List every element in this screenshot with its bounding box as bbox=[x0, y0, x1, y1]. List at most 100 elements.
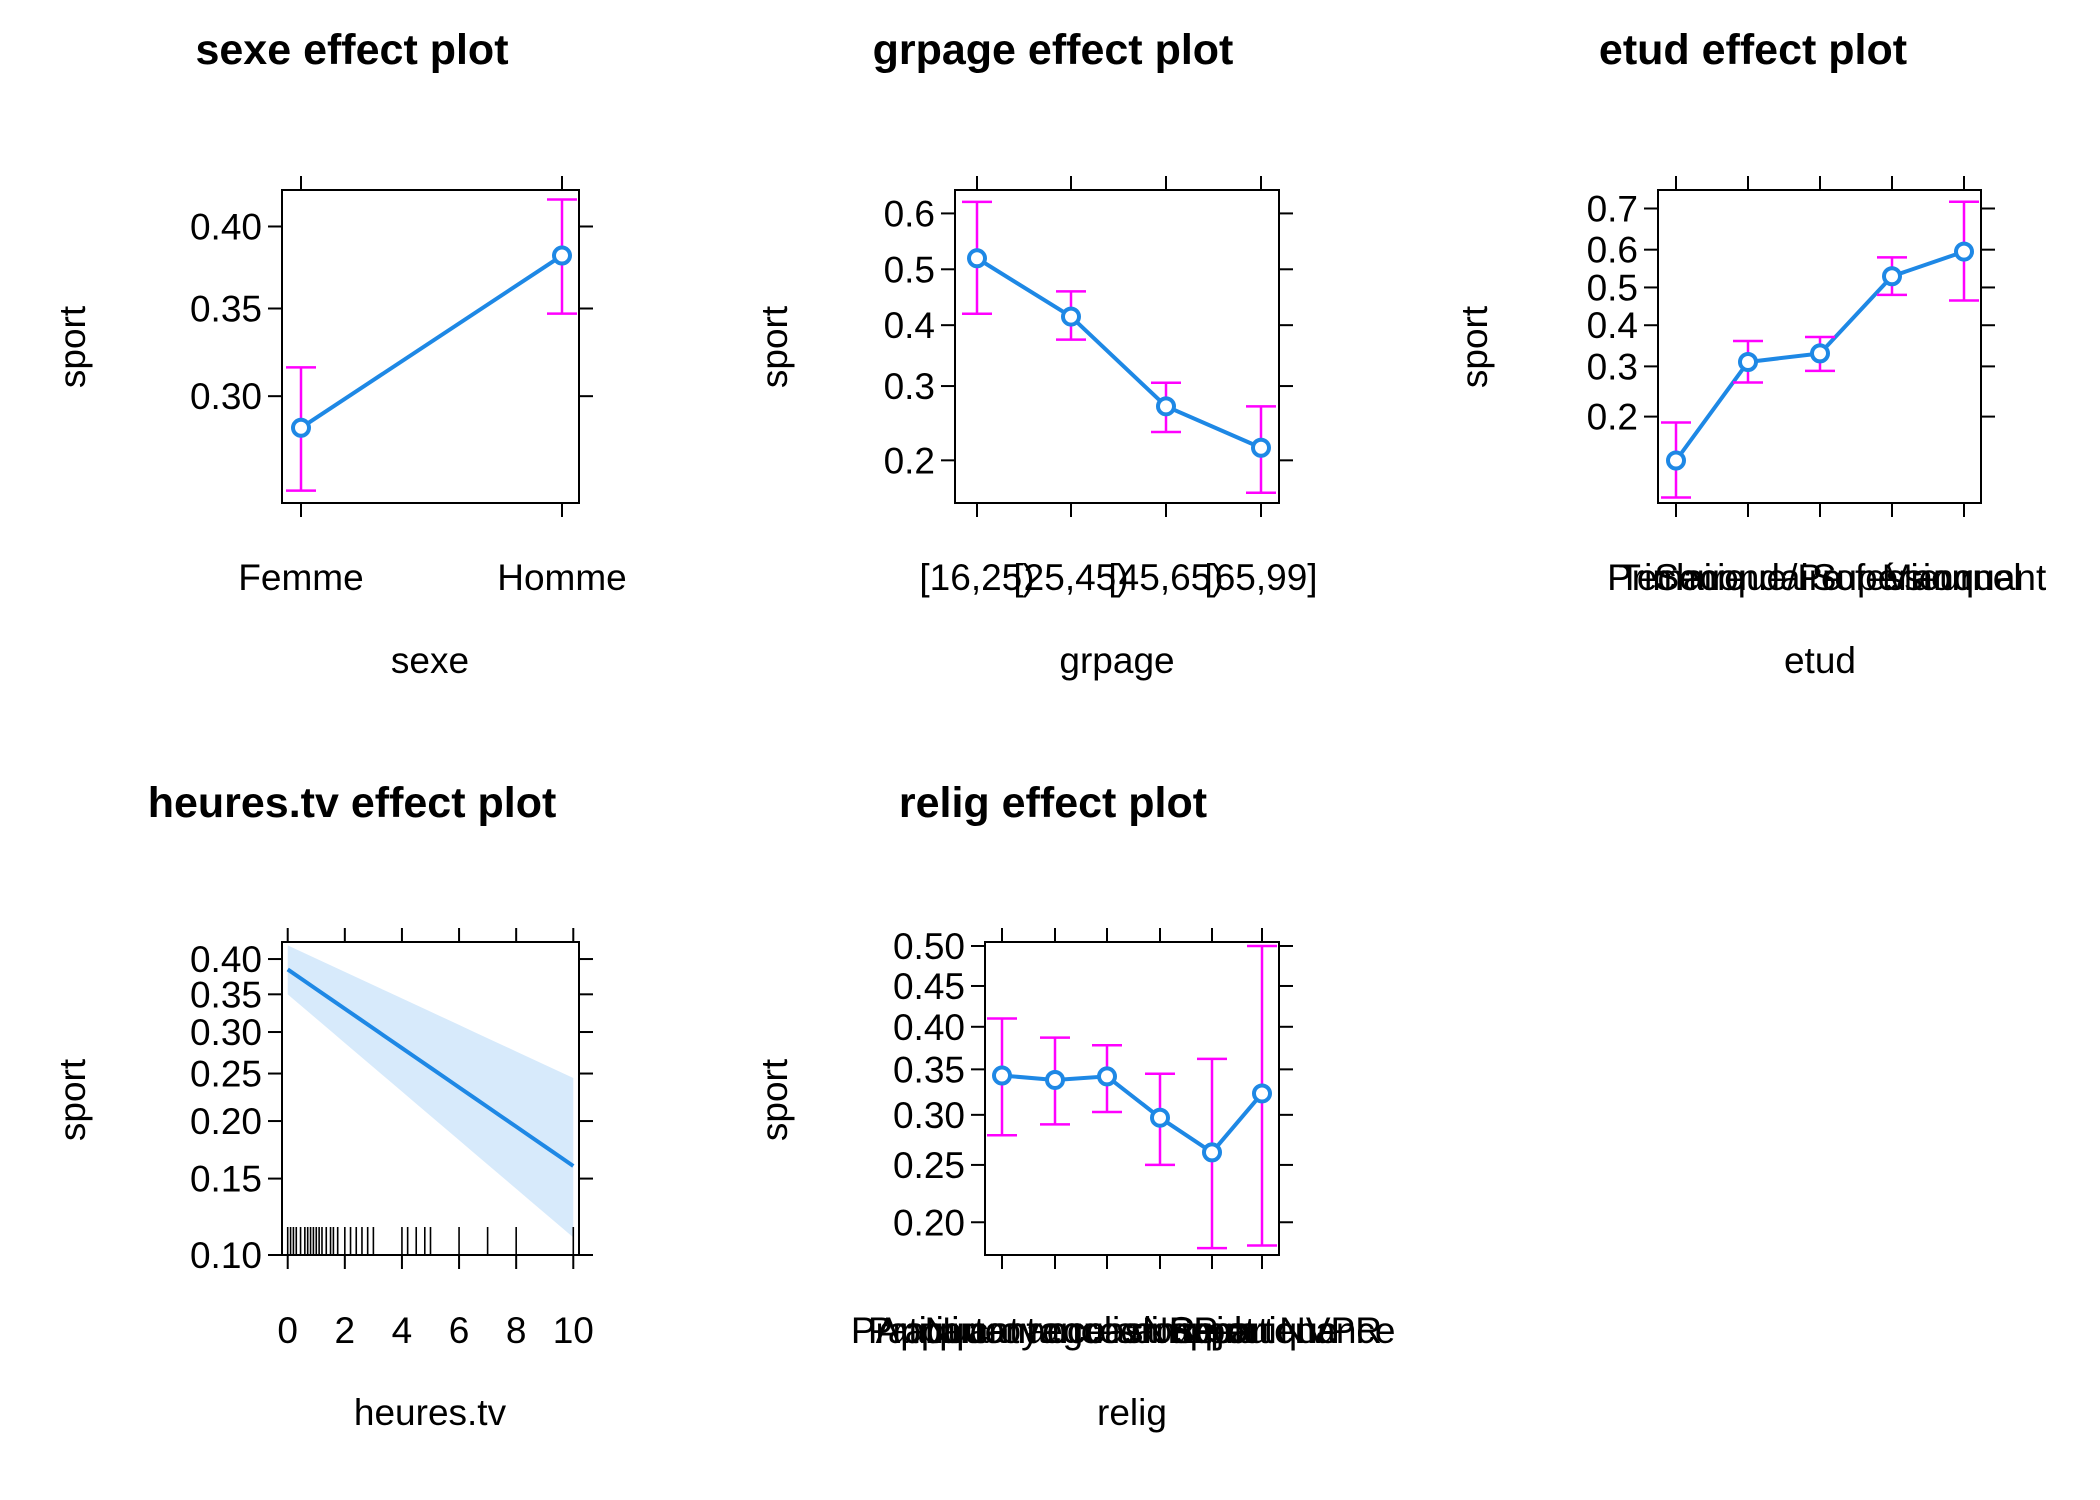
x-tick-label: 6 bbox=[449, 1310, 470, 1351]
x-tick-label: Femme bbox=[238, 557, 363, 598]
data-point bbox=[1156, 396, 1176, 417]
x-ticks: 0 2 4 6 8 10 bbox=[277, 928, 594, 1351]
y-tick-label: 0.45 bbox=[893, 966, 965, 1007]
y-tick-label: 0.35 bbox=[190, 289, 262, 330]
y-axis-label: sport bbox=[754, 305, 795, 388]
y-ticks: 0.2 0.30.40.50.60.7 bbox=[1587, 189, 1995, 438]
data-marks bbox=[286, 967, 575, 1255]
y-tick-label: 0.20 bbox=[893, 1202, 965, 1243]
y-tick-label: 0.25 bbox=[893, 1145, 965, 1186]
data-point bbox=[1666, 450, 1686, 471]
data-point bbox=[1097, 1066, 1117, 1087]
y-ticks: 0.2 0.3 0.4 0.5 0.6 bbox=[884, 193, 1293, 481]
y-tick-label: 0.5 bbox=[884, 249, 935, 290]
y-tick-label: 0.4 bbox=[1587, 305, 1638, 346]
x-tick-label: [45,65) bbox=[1108, 557, 1223, 598]
x-axis-label: relig bbox=[1097, 1392, 1167, 1433]
data-point bbox=[1738, 351, 1758, 372]
plot-frame bbox=[954, 189, 1280, 504]
y-tick-label: 0.40 bbox=[190, 939, 262, 980]
x-ticks: [16,25)[25,45)[45,65)[65,99] bbox=[919, 176, 1318, 598]
chart-title: heures.tv effect plot bbox=[148, 779, 557, 827]
y-tick-label: 0.6 bbox=[884, 193, 935, 234]
x-tick-label: [65,99] bbox=[1204, 557, 1317, 598]
x-tick-label: Appartenance sans pratique bbox=[876, 1310, 1339, 1351]
data-point bbox=[1061, 306, 1081, 327]
data-point bbox=[992, 1065, 1012, 1086]
chart-title: relig effect plot bbox=[899, 779, 1207, 827]
data-point bbox=[967, 248, 987, 269]
y-tick-label: 0.40 bbox=[893, 1007, 965, 1048]
data-point bbox=[552, 245, 572, 266]
x-tick-label: NSP ou NVPR bbox=[1142, 1310, 1382, 1351]
heures-tv-effect-panel: heures.tv effect plot heures.tv sport 0.… bbox=[52, 779, 594, 1433]
y-tick-label: 0.40 bbox=[190, 206, 262, 247]
x-axis-label: heures.tv bbox=[354, 1392, 507, 1433]
relig-effect-panel: relig effect plot relig sport 0.200.250.… bbox=[754, 779, 1396, 1433]
data-point bbox=[291, 417, 311, 438]
x-tick-label: Ni croyance ni appartenance bbox=[924, 1310, 1395, 1351]
chart-title: sexe effect plot bbox=[195, 26, 508, 74]
effect-line bbox=[299, 253, 564, 430]
plot-frame bbox=[281, 189, 580, 504]
y-tick-label: 0.2 bbox=[1587, 397, 1638, 438]
x-tick-label: 4 bbox=[392, 1310, 413, 1351]
x-axis-label: etud bbox=[1784, 640, 1856, 681]
x-tick-label: 8 bbox=[506, 1310, 527, 1351]
y-tick-label: 0.5 bbox=[1587, 267, 1638, 308]
chart-title: grpage effect plot bbox=[873, 26, 1234, 74]
y-tick-label: 0.15 bbox=[190, 1159, 262, 1200]
plot-frame bbox=[984, 941, 1280, 1256]
x-axis-label: grpage bbox=[1059, 640, 1174, 681]
x-tick-label: Secondaire bbox=[1654, 557, 1841, 598]
y-tick-label: 0.6 bbox=[1587, 230, 1638, 271]
x-tick-label: Pratiquant regulier bbox=[851, 1310, 1153, 1351]
y-tick-label: 0.3 bbox=[1587, 346, 1638, 387]
grpage-effect-panel: grpage effect plot grpage sport 0.20.30.… bbox=[754, 26, 1318, 681]
y-tick-label: 0.3 bbox=[884, 366, 935, 407]
data-marks bbox=[987, 944, 1277, 1250]
data-point bbox=[1251, 437, 1271, 458]
x-tick-label: Rejet bbox=[1169, 1310, 1256, 1351]
y-tick-label: 0.25 bbox=[190, 1054, 262, 1095]
y-axis-label: sport bbox=[754, 1058, 795, 1141]
y-tick-label: 0.35 bbox=[190, 974, 262, 1015]
x-tick-label: [25,45) bbox=[1013, 557, 1128, 598]
data-marks bbox=[286, 198, 577, 492]
x-tick-label: 0 bbox=[277, 1310, 298, 1351]
x-ticks: PrimaireSecondaireTechnique/Professionne… bbox=[1607, 176, 2047, 598]
y-tick-label: 0.20 bbox=[190, 1101, 262, 1142]
y-ticks: 0.20 0.25 0.30 0.350.400.450.50 bbox=[893, 926, 1293, 1243]
effect-line bbox=[286, 967, 575, 1168]
data-point bbox=[1882, 266, 1902, 287]
y-tick-label: 0.30 bbox=[190, 1012, 262, 1053]
y-ticks: 0.30 0.35 0.40 bbox=[190, 206, 593, 417]
y-axis-label: sport bbox=[1454, 305, 1495, 388]
y-tick-label: 0.7 bbox=[1587, 189, 1638, 230]
data-marks bbox=[962, 200, 1276, 494]
y-tick-label: 0.4 bbox=[884, 305, 935, 346]
x-ticks: Femme Homme bbox=[238, 176, 627, 598]
chart-title: etud effect plot bbox=[1599, 26, 1907, 74]
x-tick-label: 2 bbox=[335, 1310, 356, 1351]
effect-line bbox=[975, 256, 1262, 450]
y-tick-label: 0.50 bbox=[893, 926, 965, 967]
data-point bbox=[1252, 1083, 1272, 1104]
x-tick-label: Manquant bbox=[1882, 557, 2047, 598]
y-tick-label: 0.2 bbox=[884, 440, 935, 481]
x-tick-label: Pratiquant occasionnel bbox=[868, 1310, 1242, 1351]
etud-effect-panel: etud effect plot etud sport 0.2 0.30.40.5… bbox=[1454, 26, 2047, 681]
x-tick-label: [16,25) bbox=[919, 557, 1034, 598]
x-tick-label: Supérieur bbox=[1812, 557, 1972, 598]
y-tick-label: 0.35 bbox=[893, 1049, 965, 1090]
data-point bbox=[1954, 241, 1974, 262]
x-tick-label: Primaire bbox=[1607, 557, 1745, 598]
y-tick-label: 0.30 bbox=[893, 1095, 965, 1136]
data-marks bbox=[1661, 200, 1979, 499]
x-tick-label: Homme bbox=[497, 557, 627, 598]
x-axis-label: sexe bbox=[391, 640, 469, 681]
y-tick-label: 0.10 bbox=[190, 1235, 262, 1276]
y-tick-label: 0.30 bbox=[190, 376, 262, 417]
sexe-effect-panel: sexe effect plot sexe sport 0.30 0.35 0.40… bbox=[52, 26, 627, 681]
